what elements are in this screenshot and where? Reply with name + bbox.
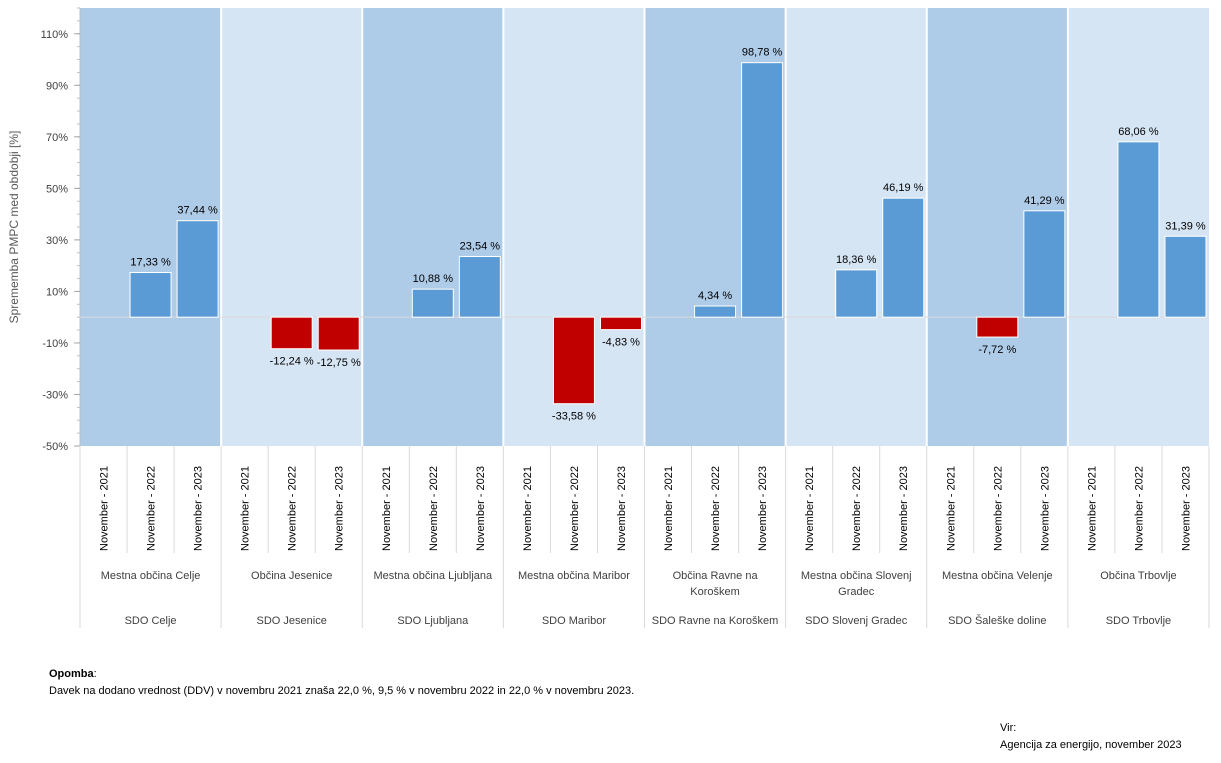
municipality-label: Občina Ravne na bbox=[673, 570, 759, 582]
data-label: 37,44 % bbox=[177, 205, 218, 217]
sdo-label: SDO Jesenice bbox=[257, 615, 327, 627]
period-label: November - 2021 bbox=[522, 466, 534, 551]
data-label: 68,06 % bbox=[1118, 126, 1159, 138]
municipality-label: Gradec bbox=[838, 586, 875, 598]
sdo-label: SDO Ravne na Koroškem bbox=[652, 615, 779, 627]
municipality-label: Mestna občina Velenje bbox=[942, 570, 1053, 582]
bar bbox=[411, 288, 454, 318]
period-label: November - 2023 bbox=[334, 466, 346, 551]
period-label: November - 2023 bbox=[193, 466, 205, 551]
source-text: Agencija za energijo, november 2023 bbox=[1000, 739, 1182, 751]
group-band bbox=[362, 8, 504, 446]
y-tick-label: -50% bbox=[42, 441, 68, 453]
data-label: 17,33 % bbox=[130, 257, 171, 269]
sdo-label: SDO Ljubljana bbox=[397, 615, 469, 627]
y-tick-label: -30% bbox=[42, 389, 68, 401]
data-label: 4,34 % bbox=[698, 290, 732, 302]
source: Vir: Agencija za energijo, november 2023 bbox=[1000, 720, 1182, 754]
data-label: 10,88 % bbox=[413, 273, 454, 285]
period-label: November - 2021 bbox=[381, 466, 393, 551]
period-label: November - 2023 bbox=[757, 466, 769, 551]
period-label: November - 2022 bbox=[1133, 466, 1145, 551]
period-label: November - 2021 bbox=[804, 466, 816, 551]
bar bbox=[270, 316, 313, 350]
bar bbox=[694, 305, 737, 318]
note-title: Opomba bbox=[49, 668, 94, 680]
bar bbox=[129, 272, 172, 318]
group-band bbox=[221, 8, 363, 446]
bar bbox=[835, 269, 878, 318]
data-label: 18,36 % bbox=[836, 254, 877, 266]
source-title: Vir: bbox=[1000, 722, 1017, 734]
sdo-label: SDO Celje bbox=[125, 615, 177, 627]
period-label: November - 2023 bbox=[898, 466, 910, 551]
y-axis-title: Sprememba PMPC med obdobji [%] bbox=[7, 131, 21, 324]
data-label: 23,54 % bbox=[460, 241, 501, 253]
period-label: November - 2023 bbox=[616, 466, 628, 551]
sdo-label: SDO Trbovlje bbox=[1106, 615, 1171, 627]
bar bbox=[976, 316, 1019, 338]
sdo-label: SDO Slovenj Gradec bbox=[805, 615, 908, 627]
period-label: November - 2022 bbox=[992, 466, 1004, 551]
period-label: November - 2023 bbox=[1039, 466, 1051, 551]
bar bbox=[1023, 210, 1066, 318]
data-label: 46,19 % bbox=[883, 182, 924, 194]
data-label: 41,29 % bbox=[1024, 195, 1065, 207]
data-label: -4,83 % bbox=[602, 337, 640, 349]
municipality-label: Mestna občina Slovenj bbox=[801, 570, 912, 582]
bar bbox=[1117, 141, 1160, 318]
municipality-label: Občina Trbovlje bbox=[1100, 570, 1176, 582]
period-label: November - 2022 bbox=[569, 466, 581, 551]
municipality-label: Mestna občina Ljubljana bbox=[373, 570, 493, 582]
bar bbox=[317, 316, 360, 351]
data-label: 31,39 % bbox=[1165, 220, 1206, 232]
period-label: November - 2023 bbox=[1180, 466, 1192, 551]
y-tick-label: 110% bbox=[41, 29, 69, 41]
bar bbox=[1164, 235, 1207, 318]
period-label: November - 2021 bbox=[663, 466, 675, 551]
y-tick-label: 70% bbox=[46, 132, 68, 144]
data-label: -33,58 % bbox=[552, 411, 596, 423]
data-label: -7,72 % bbox=[978, 344, 1016, 356]
data-label: -12,24 % bbox=[270, 356, 314, 368]
period-label: November - 2022 bbox=[851, 466, 863, 551]
period-label: November - 2023 bbox=[475, 466, 487, 551]
period-label: November - 2022 bbox=[146, 466, 158, 551]
period-label: November - 2021 bbox=[99, 466, 111, 551]
y-tick-label: 10% bbox=[46, 286, 68, 298]
note-text: Davek na dodano vrednost (DDV) v novembr… bbox=[49, 685, 635, 697]
data-label: 98,78 % bbox=[742, 47, 783, 59]
note: Opomba: Davek na dodano vrednost (DDV) v… bbox=[49, 666, 634, 700]
data-label: -12,75 % bbox=[317, 357, 361, 369]
y-tick-label: 30% bbox=[46, 235, 68, 247]
bar bbox=[741, 62, 784, 318]
bar bbox=[176, 220, 219, 318]
municipality-label: Mestna občina Celje bbox=[101, 570, 201, 582]
bar bbox=[599, 316, 642, 331]
bar bbox=[552, 316, 595, 405]
period-label: November - 2021 bbox=[240, 466, 252, 551]
y-tick-label: 90% bbox=[46, 80, 68, 92]
period-label: November - 2022 bbox=[287, 466, 299, 551]
period-label: November - 2021 bbox=[945, 466, 957, 551]
municipality-label: Občina Jesenice bbox=[251, 570, 332, 582]
y-tick-label: 50% bbox=[46, 183, 68, 195]
period-label: November - 2022 bbox=[428, 466, 440, 551]
bar bbox=[882, 197, 925, 318]
period-label: November - 2021 bbox=[1086, 466, 1098, 551]
y-tick-label: -10% bbox=[42, 338, 68, 350]
sdo-label: SDO Šaleške doline bbox=[948, 614, 1046, 627]
bar bbox=[458, 256, 501, 318]
sdo-label: SDO Maribor bbox=[542, 615, 607, 627]
period-label: November - 2022 bbox=[710, 466, 722, 551]
municipality-label: Koroškem bbox=[690, 586, 740, 598]
municipality-label: Mestna občina Maribor bbox=[518, 570, 630, 582]
chart: -50% -30% -10% 10% 30% 50% 70% 90% 110% Sprememba… bbox=[7, 7, 1210, 628]
